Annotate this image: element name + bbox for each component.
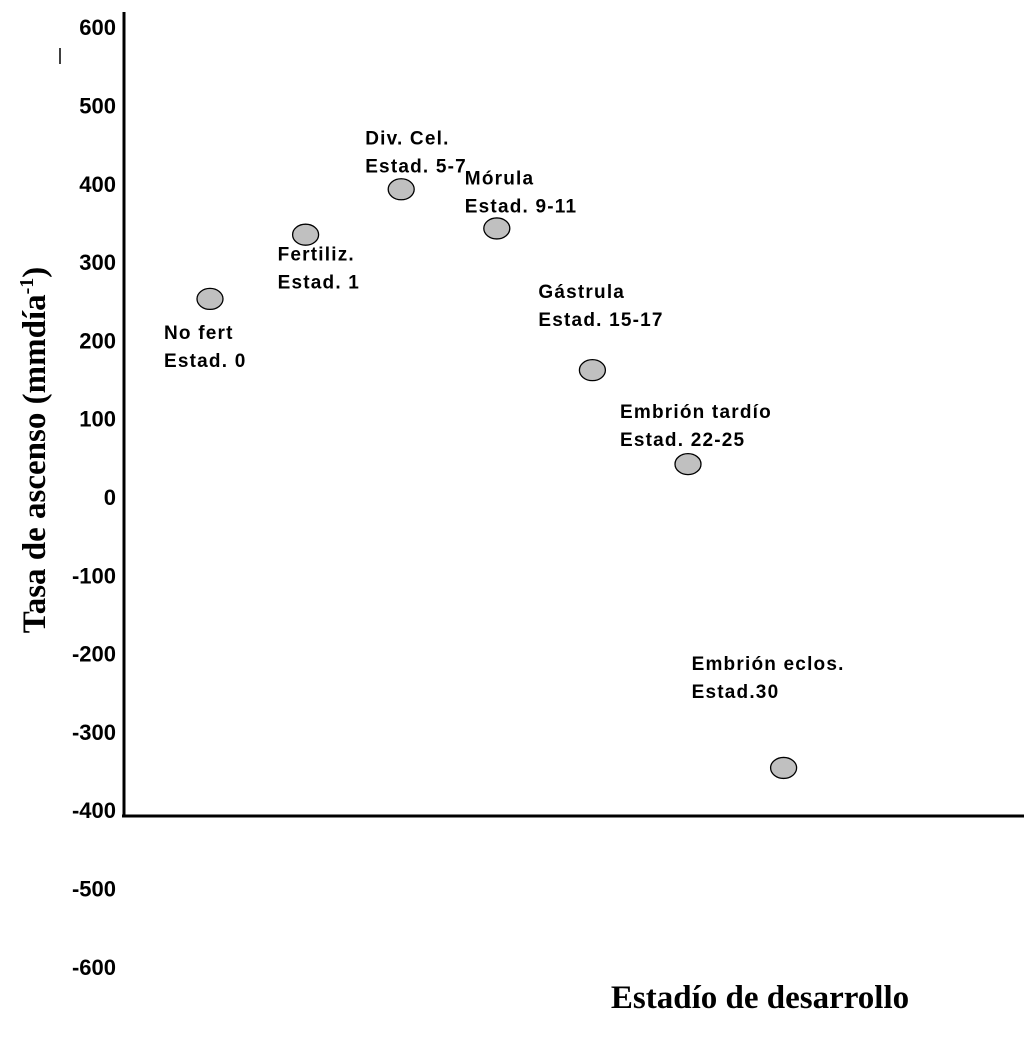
point-label-name: No fert — [164, 323, 234, 344]
point-label-stage: Estad. 5-7 — [365, 156, 467, 177]
data-points — [196, 178, 798, 780]
y-tick-label: 400 — [79, 172, 116, 197]
y-tick-label: -500 — [72, 877, 116, 902]
point-label-name: Div. Cel. — [365, 128, 449, 149]
point-label-name: Fertiliz. — [278, 245, 355, 266]
y-tick-label: 600 — [79, 15, 116, 40]
y-tick-label: 500 — [79, 94, 116, 119]
data-point — [483, 217, 511, 240]
y-tick-label: 0 — [104, 485, 116, 510]
y-tick-label: -300 — [72, 720, 116, 745]
data-point — [769, 756, 798, 780]
point-label-name: Embrión eclos. — [692, 654, 845, 675]
data-point — [674, 452, 702, 476]
point-label-name: Gástrula — [538, 282, 625, 303]
point-label-name: Embrión tardío — [620, 402, 772, 423]
point-label-stage: Estad. 9-11 — [465, 196, 577, 217]
data-point — [291, 223, 320, 246]
point-label-name: Mórula — [465, 168, 534, 189]
point-label-stage: Estad. 0 — [164, 351, 246, 372]
y-tick-label: 300 — [79, 250, 116, 275]
point-labels: No fert Estad. 0 Fertiliz. Estad. 1 Div. Cel… — [164, 128, 845, 703]
x-axis-title: Estadío de desarrollo — [611, 980, 909, 1016]
data-point — [196, 287, 224, 311]
y-tick-label: -600 — [72, 955, 116, 980]
y-axis-title: Tasa de ascenso (mmdía-1) — [16, 267, 53, 634]
y-tick-label: 200 — [79, 328, 116, 353]
y-tick-label: -100 — [72, 563, 116, 588]
y-tick-label: -200 — [72, 642, 116, 667]
point-label-stage: Estad. 1 — [278, 273, 360, 294]
point-label-stage: Estad. 15-17 — [538, 310, 663, 331]
y-tick-label: 100 — [79, 407, 116, 432]
y-tick-labels: -600 -500 -400 -300 -200 -100 0 100 200 300 400 500… — [72, 15, 116, 980]
point-label-stage: Estad.30 — [692, 682, 780, 703]
data-point — [578, 359, 607, 382]
y-tick-label: -400 — [72, 798, 116, 823]
data-point — [387, 178, 415, 201]
point-label-stage: Estad. 22-25 — [620, 430, 745, 451]
